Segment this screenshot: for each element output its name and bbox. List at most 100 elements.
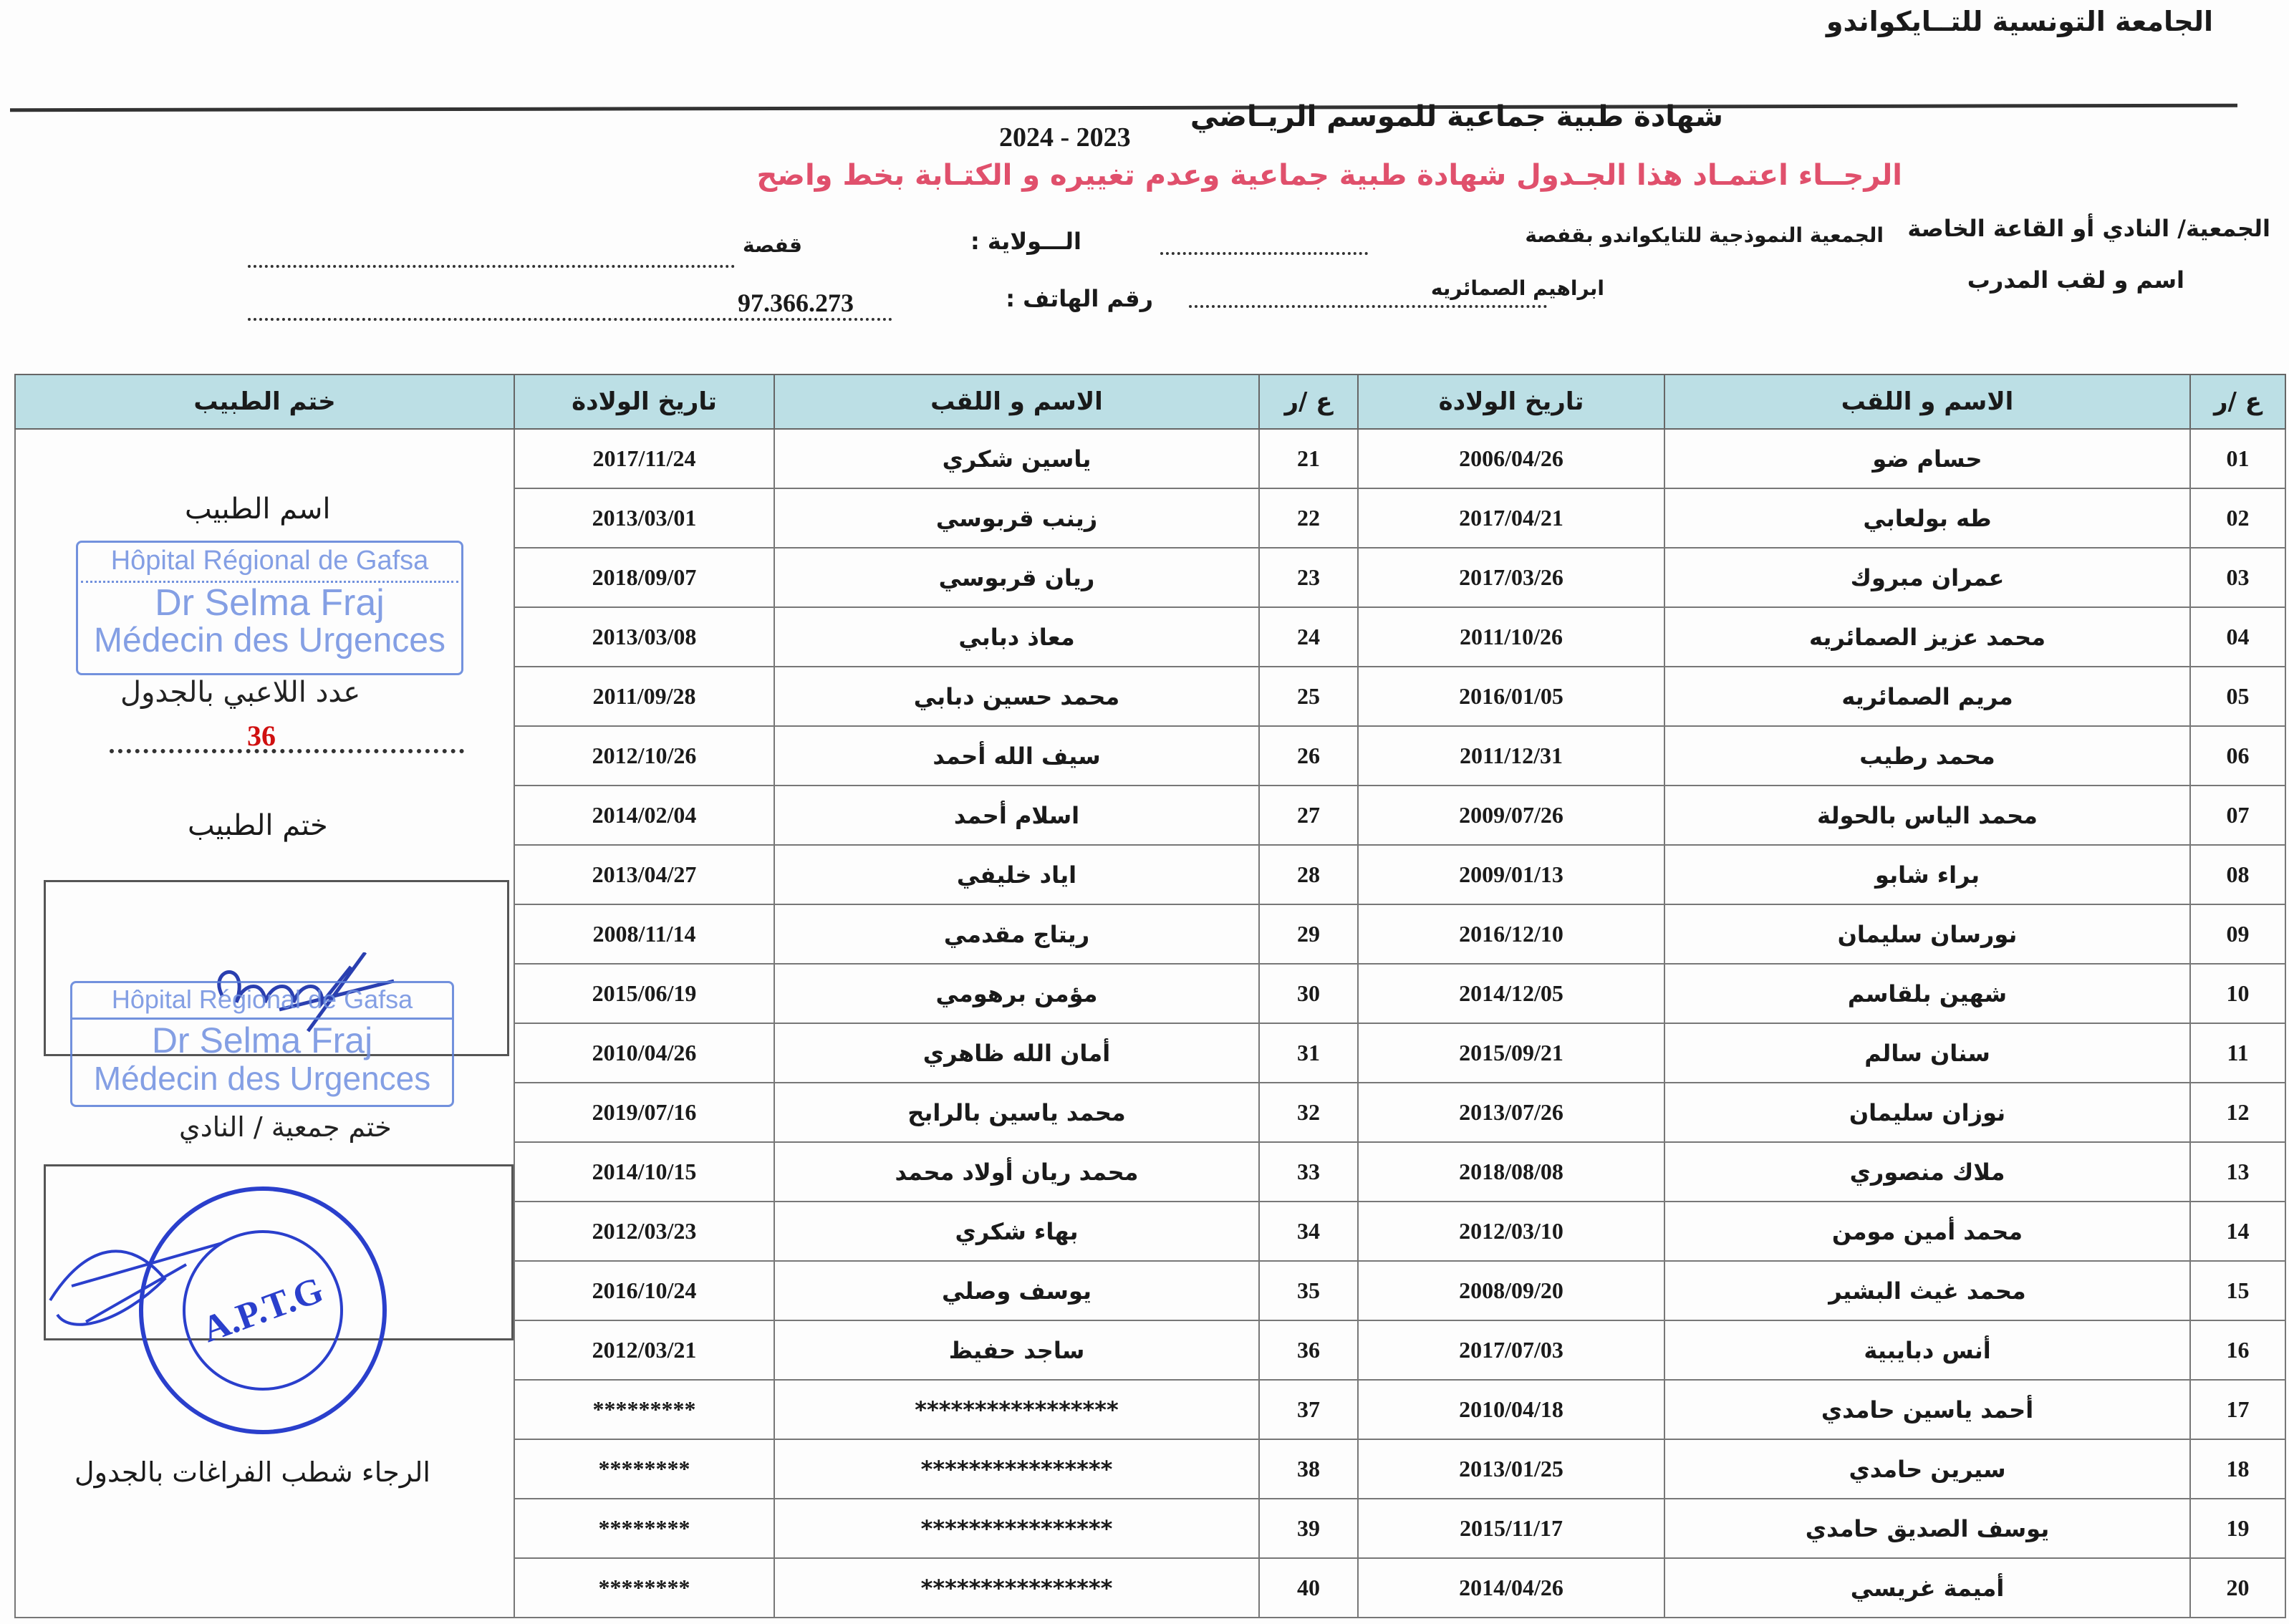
doctor-stamp-label: ختم الطبيب <box>188 809 328 842</box>
table-row: 06 محمد رطيب 2011/12/31 26 سيف الله أحمد 2012… <box>15 725 2286 786</box>
row-number: 29 <box>1258 904 1359 965</box>
row-number: 05 <box>2189 666 2286 727</box>
row-number: 16 <box>2189 1320 2286 1381</box>
strike-note: الرجاء شطب الفراغات بالجدول <box>74 1456 430 1488</box>
player-name: براء شابو <box>1664 844 2191 905</box>
player-name: محمد رطيب <box>1664 725 2191 786</box>
stamp-line1: Hôpital Régional de Gafsa <box>111 985 413 1014</box>
player-name: محمد حسين دبابي <box>774 666 1260 727</box>
birth-date: 2016/01/05 <box>1357 666 1665 727</box>
header-num: ع /ر <box>2189 374 2286 430</box>
stamp-line2: Dr Selma Fraj <box>151 1020 373 1060</box>
row-number: 03 <box>2189 547 2286 608</box>
player-name: يوسف الصديق حامدي <box>1664 1498 2191 1559</box>
player-name: اسلام أحمد <box>774 785 1260 846</box>
row-number: 24 <box>1258 606 1359 667</box>
state-label: الـــولاية : <box>970 228 1081 255</box>
player-name: زينب قربوسي <box>774 488 1260 548</box>
club-dots <box>1160 252 1368 255</box>
birth-date: 2009/07/26 <box>1357 785 1665 846</box>
stamp-line3: Médecin des Urgences <box>94 622 445 659</box>
player-name: مريم الصمائريه <box>1664 666 2191 727</box>
player-name: ساجد حفيظ <box>774 1320 1260 1381</box>
coach-dots <box>1189 305 1547 308</box>
birth-date: 2010/04/18 <box>1357 1379 1665 1440</box>
player-name: ***************** <box>774 1379 1260 1440</box>
birth-date: 2017/07/03 <box>1357 1320 1665 1381</box>
table-row: 18 سيرين حامدي 2013/01/25 38 ***************… <box>15 1439 2286 1499</box>
row-number: 09 <box>2189 904 2286 965</box>
table-row: 13 ملاك منصوري 2018/08/08 33 محمد ريان أولاد… <box>15 1141 2286 1202</box>
hospital-stamp-2: Hôpital Régional de Gafsa Dr Selma Fraj … <box>70 981 454 1107</box>
player-name: محمد عزيز الصمائريه <box>1664 606 2191 667</box>
birth-date: 2013/07/26 <box>1357 1082 1665 1143</box>
birth-date: 2013/03/01 <box>514 488 775 548</box>
birth-date: 2014/10/15 <box>514 1141 775 1202</box>
player-name: نورسان سليمان <box>1664 904 2191 965</box>
season-year: 2024 - 2023 <box>999 122 1131 153</box>
table-row: 20 أميمة غريسي 2014/04/26 40 ***************… <box>15 1557 2286 1618</box>
birth-date: 2012/03/21 <box>514 1320 775 1381</box>
table-row: 16 أنس دبايبية 2017/07/03 36 ساجد حفيظ 2012/0… <box>15 1320 2286 1381</box>
row-number: 20 <box>2189 1557 2286 1618</box>
table-row: 09 نورسان سليمان 2016/12/10 29 ريتاج مقدمي 20… <box>15 904 2286 965</box>
federation-name: الجامعة التونسية للتــايكواندو <box>1826 6 2213 37</box>
row-number: 31 <box>1258 1023 1359 1083</box>
phone-dots <box>248 318 892 321</box>
header-date: تاريخ الولادة <box>1357 374 1665 430</box>
birth-date: 2015/06/19 <box>514 963 775 1024</box>
row-number: 34 <box>1258 1201 1359 1262</box>
header-name: الاسم و اللقب <box>774 374 1260 430</box>
birth-date: 2011/10/26 <box>1357 606 1665 667</box>
birth-date: 2014/12/05 <box>1357 963 1665 1024</box>
row-number: 39 <box>1258 1498 1359 1559</box>
birth-date: 2017/04/21 <box>1357 488 1665 548</box>
player-name: نوزان سليمان <box>1664 1082 2191 1143</box>
player-name: يوسف وصلي <box>774 1260 1260 1321</box>
birth-date: 2015/09/21 <box>1357 1023 1665 1083</box>
count-dots <box>110 749 464 753</box>
row-number: 27 <box>1258 785 1359 846</box>
player-name: محمد غيث البشير <box>1664 1260 2191 1321</box>
birth-date: 2018/09/07 <box>514 547 775 608</box>
phone-value: 97.366.273 <box>738 289 854 317</box>
header-divider <box>9 103 2238 112</box>
table-row: 08 براء شابو 2009/01/13 28 اياد خليفي 2013/04… <box>15 844 2286 905</box>
page-title: شهادة طبية جماعية للموسم الريـاضي <box>1190 100 1723 133</box>
row-number: 10 <box>2189 963 2286 1024</box>
birth-date: 2015/11/17 <box>1357 1498 1665 1559</box>
player-name: أميمة غريسي <box>1664 1557 2191 1618</box>
seal-center-text: A.P.T.G <box>197 1270 329 1350</box>
row-number: 18 <box>2189 1439 2286 1499</box>
club-label: الجمعية/ النادي أو القاعة الخاصة <box>1907 215 2270 242</box>
birth-date: 2009/01/13 <box>1357 844 1665 905</box>
player-name: طه بولعابي <box>1664 488 2191 548</box>
seal-ring-text: الجمعية النموذجية للتايكواندو بقفصة <box>43 1179 55 1185</box>
row-number: 28 <box>1258 844 1359 905</box>
doctor-stamp-cell <box>14 428 515 1618</box>
birth-date: ******** <box>514 1439 775 1499</box>
birth-date: 2016/12/10 <box>1357 904 1665 965</box>
row-number: 11 <box>2189 1023 2286 1083</box>
birth-date: 2013/03/08 <box>514 606 775 667</box>
row-number: 21 <box>1258 428 1359 489</box>
row-number: 22 <box>1258 488 1359 548</box>
row-number: 17 <box>2189 1379 2286 1440</box>
row-number: 35 <box>1258 1260 1359 1321</box>
table-row: 14 محمد أمين مومن 2012/03/10 34 بهاء شكري 201… <box>15 1201 2286 1262</box>
table-row: 07 محمد الياس بالحولة 2009/07/26 27 اسلام أح… <box>15 785 2286 846</box>
player-name: أمان الله ظاهري <box>774 1023 1260 1083</box>
club-seal: الجمعية النموذجية للتايكواندو بقفصة A.P.… <box>43 1179 387 1434</box>
birth-date: 2008/11/14 <box>514 904 775 965</box>
birth-date: 2012/10/26 <box>514 725 775 786</box>
player-name: **************** <box>774 1439 1260 1499</box>
table-row: 05 مريم الصمائريه 2016/01/05 25 محمد حسين دب… <box>15 666 2286 727</box>
birth-date: 2010/04/26 <box>514 1023 775 1083</box>
player-name: اياد خليفي <box>774 844 1260 905</box>
player-name: ريتاج مقدمي <box>774 904 1260 965</box>
row-number: 36 <box>1258 1320 1359 1381</box>
table-row: 11 سنان سالم 2015/09/21 31 أمان الله ظاهري 20… <box>15 1023 2286 1083</box>
player-name: محمد ريان أولاد محمد <box>774 1141 1260 1202</box>
table-row: 04 محمد عزيز الصمائريه 2011/10/26 24 معاذ دب… <box>15 606 2286 667</box>
